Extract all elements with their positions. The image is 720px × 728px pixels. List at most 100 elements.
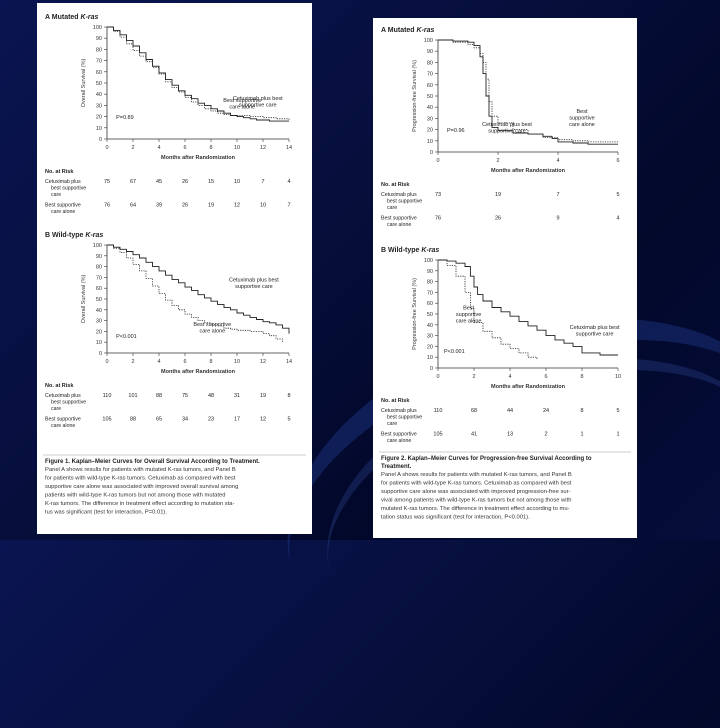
risk-value: 5	[287, 417, 290, 423]
survival-curve-cetuximab	[107, 244, 290, 334]
y-tick-label: 20	[427, 344, 433, 350]
y-tick-label: 0	[430, 366, 433, 372]
x-axis-label: Months after Randomization	[161, 369, 236, 375]
panel-title: A Mutated K-ras	[45, 14, 99, 21]
y-tick-label: 40	[427, 323, 433, 329]
x-tick-label: 4	[556, 158, 559, 164]
x-tick-label: 0	[436, 374, 439, 380]
x-tick-label: 10	[234, 145, 240, 151]
series-label: care alone	[229, 105, 255, 111]
risk-value: 67	[130, 179, 136, 185]
x-tick-label: 12	[260, 359, 266, 365]
x-tick-label: 0	[105, 145, 108, 151]
y-tick-label: 40	[96, 308, 102, 314]
risk-row-label: care	[51, 192, 61, 198]
y-tick-label: 50	[427, 312, 433, 318]
risk-table-title: No. at Risk	[45, 383, 74, 389]
survival-curve-best-supportive-care	[438, 39, 618, 143]
risk-value: 7	[556, 192, 559, 198]
series-label: Cetuximab plus best	[570, 325, 620, 331]
y-tick-label: 90	[427, 49, 433, 55]
p-value-label: P=0.96	[447, 128, 465, 134]
risk-value: 110	[434, 408, 443, 414]
x-tick-label: 0	[436, 158, 439, 164]
panel-title-gene: K-ras	[85, 232, 103, 239]
risk-value: 2	[544, 432, 547, 438]
y-axis-label: Progression-free Survival (%)	[412, 278, 418, 350]
risk-value: 4	[616, 216, 619, 222]
x-axis-label: Months after Randomization	[491, 384, 566, 390]
survival-curve-cetuximab	[438, 39, 618, 145]
survival-curve-cetuximab	[438, 259, 618, 356]
caption-title: Treatment.	[381, 464, 412, 470]
survival-curve-cetuximab	[107, 26, 289, 122]
risk-value: 7	[261, 179, 264, 185]
risk-row-label: best supportive	[387, 415, 422, 421]
risk-value: 73	[435, 192, 441, 198]
p-value-label: P<0.001	[116, 334, 137, 340]
y-tick-label: 30	[96, 103, 102, 109]
risk-value: 10	[260, 203, 266, 209]
risk-value: 105	[433, 432, 442, 438]
y-tick-label: 0	[99, 137, 102, 143]
risk-row-label: care alone	[387, 222, 411, 228]
panel-title-prefix: Wild-type	[388, 247, 421, 254]
caption-line: tus was significant (test for interactio…	[45, 510, 167, 516]
risk-row-label: care	[387, 421, 397, 427]
risk-value: 8	[287, 393, 290, 399]
caption-line: for patients with wild-type K-ras tumors…	[45, 476, 236, 482]
risk-value: 105	[102, 417, 111, 423]
risk-value: 76	[104, 203, 110, 209]
risk-row-label: care alone	[387, 438, 411, 444]
series-label: supportive care	[576, 332, 614, 338]
y-tick-label: 70	[427, 72, 433, 78]
risk-value: 7	[287, 203, 290, 209]
figure-caption: Figure 2. Kaplan–Meier Curves for Progre…	[379, 451, 631, 521]
y-tick-label: 80	[427, 60, 433, 66]
x-tick-label: 10	[615, 374, 621, 380]
risk-value: 101	[128, 393, 137, 399]
risk-value: 88	[130, 417, 136, 423]
y-tick-label: 0	[99, 351, 102, 357]
x-tick-label: 6	[616, 158, 619, 164]
risk-value: 10	[234, 179, 240, 185]
figure-2-panel: A Mutated K-ras 0 10 20 30 40 50 60 70 80 90 100 0 2 4…	[373, 18, 637, 538]
x-tick-label: 8	[580, 374, 583, 380]
y-tick-label: 100	[93, 25, 102, 31]
risk-row-label: care alone	[51, 209, 75, 215]
y-tick-label: 20	[96, 329, 102, 335]
y-tick-label: 30	[96, 319, 102, 325]
series-label: care alone	[456, 319, 482, 325]
y-tick-label: 100	[424, 38, 433, 44]
risk-row-label: Best supportive	[381, 216, 417, 222]
survival-curve-best-supportive-care	[107, 26, 290, 122]
panel-title-prefix: Wild-type	[52, 232, 85, 239]
risk-value: 9	[556, 216, 559, 222]
series-label: Cetuximab plus best	[233, 96, 283, 102]
risk-value: 19	[260, 393, 266, 399]
x-tick-label: 6	[544, 374, 547, 380]
x-tick-label: 8	[209, 359, 212, 365]
series-label: Best supportive	[223, 98, 261, 104]
chart-panel-a-0: A Mutated K-ras 0 10 20 30 40 50 60 70 80 90 100 0 2 4…	[45, 14, 292, 215]
risk-row-label: best supportive	[387, 199, 422, 205]
y-tick-label: 0	[430, 150, 433, 156]
y-tick-label: 10	[427, 139, 433, 145]
y-tick-label: 100	[424, 258, 433, 264]
risk-value: 75	[104, 179, 110, 185]
y-tick-label: 40	[427, 105, 433, 111]
y-tick-label: 10	[427, 355, 433, 361]
p-value-label: P=0.89	[116, 115, 134, 121]
chart-panel-a-2: A Mutated K-ras 0 10 20 30 40 50 60 70 80 90 100 0 2 4…	[381, 27, 620, 228]
panel-title-gene: K-ras	[417, 27, 435, 34]
panel-title-prefix: Mutated	[52, 14, 81, 21]
series-label: care alone	[199, 329, 225, 335]
x-tick-label: 4	[157, 145, 160, 151]
caption-title: Figure 2. Kaplan–Meier Curves for Progre…	[381, 456, 592, 462]
series-label: Best	[463, 306, 474, 312]
risk-row-label: Best supportive	[381, 432, 417, 438]
series-label: supportive	[456, 312, 481, 318]
risk-value: 64	[130, 203, 136, 209]
y-tick-label: 50	[96, 81, 102, 87]
caption-line: tation status was significant (test for …	[381, 515, 530, 521]
